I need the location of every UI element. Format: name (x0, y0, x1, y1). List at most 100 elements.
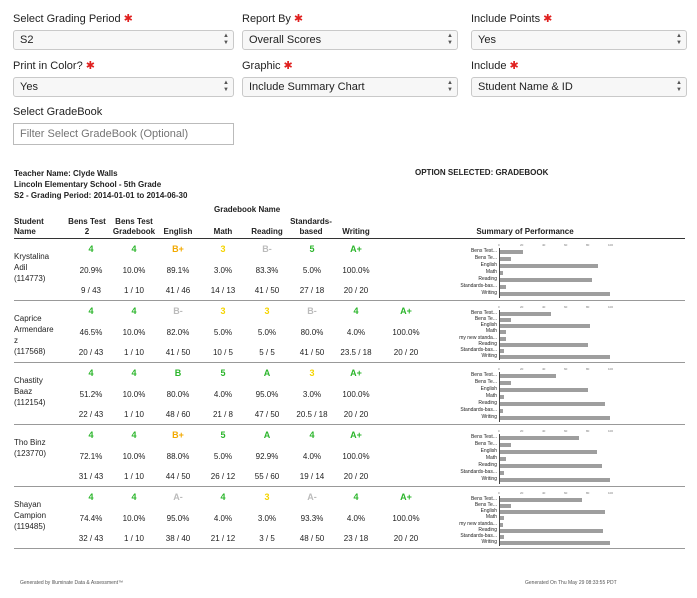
score-cell: A+ 100.0% 20 / 20 (334, 368, 378, 420)
chart-bar (500, 471, 505, 475)
points-value: 19 / 14 (299, 472, 325, 481)
chart-bar-row: Standards-bas... (434, 347, 614, 354)
percent-value: 82.0% (166, 328, 190, 337)
chart-bar-row: Bens Te... (434, 379, 614, 386)
chart-bar-row: Bens Test... (434, 372, 614, 379)
score-cell: 5 4.0% 21 / 8 (201, 368, 245, 420)
chart-bar-row: English (434, 448, 614, 455)
score-cell: 4 10.0% 1 / 10 (112, 430, 156, 482)
percent-value: 4.0% (346, 328, 366, 337)
grade-value: 4 (131, 306, 137, 316)
points-value: 3 / 5 (259, 534, 275, 543)
chart-bar-label: Bens Te... (474, 255, 497, 261)
col-header-student: Student Name (14, 217, 44, 236)
points-value: 1 / 10 (123, 472, 144, 481)
grade-value: B (174, 368, 182, 378)
grade-value: B- (173, 306, 183, 316)
axis-tick-label: 0 (498, 367, 500, 371)
score-cell: 4 20.9% 9 / 43 (69, 244, 113, 296)
gradebook-control: Select GradeBook (13, 105, 234, 145)
footer-generated-on: Generated On Thu May 29 08:33:55 PDT (525, 580, 617, 586)
report-by-select[interactable]: Overall Scores ▲ ▼ (242, 30, 458, 50)
summary-chart: 0 20 40 60 80 100 Bens Test... Bens Te... Englis… (434, 491, 614, 547)
chart-bar (500, 443, 511, 447)
axis-tick-label: 40 (542, 367, 546, 371)
table-row: Chastity Baaz (112154) 4 51.2% 22 / 43 4 10.0% 1… (14, 363, 685, 425)
score-cell: 3 3.0% 20.5 / 18 (290, 368, 334, 420)
print-color-select[interactable]: Yes ▲ ▼ (13, 77, 234, 97)
chart-bar-row: English (434, 262, 614, 269)
col-header-writing: Writing (342, 227, 370, 236)
axis-tick-label: 100 (608, 429, 614, 433)
axis-tick-label: 80 (586, 305, 590, 309)
percent-value: 88.0% (166, 452, 190, 461)
points-value: 20 / 20 (343, 410, 369, 419)
grade-value: A- (307, 492, 317, 502)
option-selected: OPTION SELECTED: GRADEBOOK (415, 168, 549, 177)
select-arrows-icon: ▲ ▼ (223, 33, 229, 46)
score-cell: 4 4.0% 21 / 12 (201, 492, 245, 544)
chart-bar-row: Bens Te... (434, 441, 614, 448)
include-points-label: Include Points (471, 13, 541, 25)
grading-period-control: Select Grading Period ✱ S2 ▲ ▼ (13, 12, 234, 50)
percent-value: 92.9% (255, 452, 279, 461)
chart-bar-row: Standards-bas... (434, 283, 614, 290)
score-cell: 4 74.4% 32 / 43 (69, 492, 113, 544)
chart-bar-label: English (480, 386, 497, 392)
axis-tick-label: 100 (608, 367, 614, 371)
chart-bar (500, 478, 610, 482)
percent-value: 5.0% (257, 328, 277, 337)
percent-value: 5.0% (213, 328, 233, 337)
chart-bar-label: Reading (478, 276, 497, 282)
chart-bar (500, 436, 580, 440)
graphic-select[interactable]: Include Summary Chart ▲ ▼ (242, 77, 458, 97)
axis-tick-label: 80 (586, 243, 590, 247)
grade-value: B+ (172, 430, 184, 440)
print-color-label: Print in Color? (13, 60, 83, 72)
grading-period-select[interactable]: S2 ▲ ▼ (13, 30, 234, 50)
report-header: Teacher Name: Clyde Walls Lincoln Elemen… (14, 168, 187, 201)
graphic-label: Graphic (242, 60, 281, 72)
chart-bar-row: my new standa... (434, 335, 614, 342)
points-value: 20 / 43 (78, 348, 104, 357)
points-value: 41 / 46 (165, 286, 191, 295)
required-icon: ✱ (123, 13, 133, 25)
grade-value: A+ (350, 430, 362, 440)
chart-bar-row: Writing (434, 476, 614, 483)
student-name: Caprice Armendare z (117568) (14, 314, 54, 356)
include-select[interactable]: Student Name & ID ▲ ▼ (471, 77, 687, 97)
chart-bar (500, 516, 505, 521)
chart-bar-label: Standards-bas... (460, 532, 497, 539)
chart-bar (500, 409, 504, 413)
col-header-bens-test-2: Bens Test 2 (68, 217, 106, 236)
select-arrows-icon: ▲ ▼ (223, 80, 229, 93)
required-icon: ✱ (293, 13, 304, 25)
axis-tick-label: 20 (520, 429, 524, 433)
percent-value: 93.3% (300, 514, 324, 523)
grade-value: A+ (350, 368, 362, 378)
required-icon: ✱ (543, 13, 553, 25)
axis-tick-label: 40 (542, 429, 546, 433)
chart-bar-row: Reading (434, 276, 614, 283)
include-points-select[interactable]: Yes ▲ ▼ (471, 30, 687, 50)
chart-axis (499, 434, 500, 484)
grade-value: 5 (309, 244, 315, 254)
chart-bar (500, 464, 603, 468)
axis-tick-label: 60 (564, 305, 568, 309)
axis-tick-label: 60 (564, 367, 568, 371)
percent-value: 20.9% (79, 266, 103, 275)
percent-value: 89.1% (166, 266, 190, 275)
chart-bar (500, 264, 598, 268)
table-row: Krystalina Adil (114773) 4 20.9% 9 / 43 4 10.0%… (14, 239, 685, 301)
chart-bar-label: Bens Test... (470, 372, 497, 378)
gradebook-filter-input[interactable] (13, 123, 234, 145)
chart-bar (500, 528, 603, 533)
chart-bar-label: Reading (478, 526, 497, 533)
select-arrows-icon: ▲ ▼ (447, 80, 453, 93)
score-cell: 4 10.0% 1 / 10 (112, 368, 156, 420)
grade-value: 4 (88, 492, 94, 502)
grade-value: 4 (131, 492, 137, 502)
axis-tick-label: 60 (564, 429, 568, 433)
score-cell: 4 4.0% 23.5 / 18 (334, 306, 378, 358)
chart-bar-label: English (480, 262, 497, 268)
